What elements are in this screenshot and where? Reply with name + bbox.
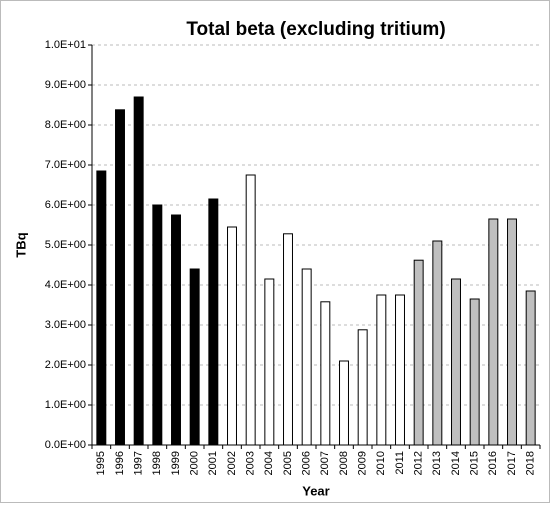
bar	[357, 329, 368, 446]
chart-title: Total beta (excluding tritium)	[186, 19, 445, 40]
x-tick-label: 1995	[95, 451, 107, 475]
y-tick-label: 3.0E+00	[45, 319, 86, 331]
x-tick-label: 2010	[375, 451, 387, 475]
bar	[171, 214, 181, 446]
bar	[189, 268, 200, 446]
x-tick-label: 2001	[207, 451, 219, 475]
y-tick-label: 5.0E+00	[45, 239, 86, 251]
bar	[227, 226, 237, 446]
bar	[413, 259, 424, 446]
y-tick-label: 7.0E+00	[45, 159, 86, 171]
bar	[320, 301, 331, 446]
y-tick-label: 9.0E+00	[45, 79, 86, 91]
x-tick-label: 1998	[151, 451, 163, 475]
bar	[525, 290, 536, 446]
x-tick-label: 2017	[506, 451, 518, 475]
x-tick-label: 2016	[487, 451, 499, 475]
x-tick-label: 2012	[413, 451, 425, 475]
y-tick-label: 8.0E+00	[45, 119, 86, 131]
bar	[301, 268, 312, 446]
bar	[208, 198, 219, 446]
bar	[395, 294, 405, 446]
bar	[488, 218, 499, 446]
x-tick-label: 1997	[133, 451, 145, 475]
x-tick-label: 2007	[319, 451, 331, 475]
y-axis-label: TBq	[13, 232, 28, 257]
bar	[339, 360, 349, 446]
bar	[152, 204, 163, 446]
x-tick-label: 2006	[301, 451, 313, 475]
bar	[115, 109, 125, 446]
x-tick-label: 2002	[226, 451, 238, 475]
bar	[451, 278, 461, 446]
bar	[283, 233, 293, 446]
x-tick-label: 2015	[469, 451, 481, 475]
y-tick-label: 1.0E+01	[45, 39, 86, 51]
x-tick-label: 2013	[431, 451, 443, 475]
y-tick-label: 1.0E+00	[45, 399, 86, 411]
y-tick-label: 0.0E+00	[45, 439, 86, 451]
x-tick-label: 2018	[525, 451, 537, 475]
x-tick-label: 2000	[189, 451, 201, 475]
bar	[133, 96, 144, 446]
bar	[469, 298, 480, 446]
x-tick-label: 2011	[394, 451, 406, 475]
x-tick-label: 2003	[245, 451, 257, 475]
y-tick-label: 4.0E+00	[45, 279, 86, 291]
y-tick-label: 2.0E+00	[45, 359, 86, 371]
x-tick-label: 2008	[338, 451, 350, 475]
x-tick-label: 1999	[170, 451, 182, 475]
x-tick-label: 1996	[114, 451, 126, 475]
x-axis-label: Year	[302, 483, 329, 498]
y-tick-label: 6.0E+00	[45, 199, 86, 211]
bar	[245, 174, 256, 446]
x-tick-label: 2004	[263, 451, 275, 475]
bar	[432, 240, 443, 446]
bar	[507, 218, 517, 446]
x-tick-label: 2009	[357, 451, 369, 475]
x-tick-label: 2005	[282, 451, 294, 475]
bar	[96, 170, 107, 446]
x-tick-label: 2014	[450, 451, 462, 475]
bar	[264, 278, 275, 446]
bar	[376, 294, 387, 446]
